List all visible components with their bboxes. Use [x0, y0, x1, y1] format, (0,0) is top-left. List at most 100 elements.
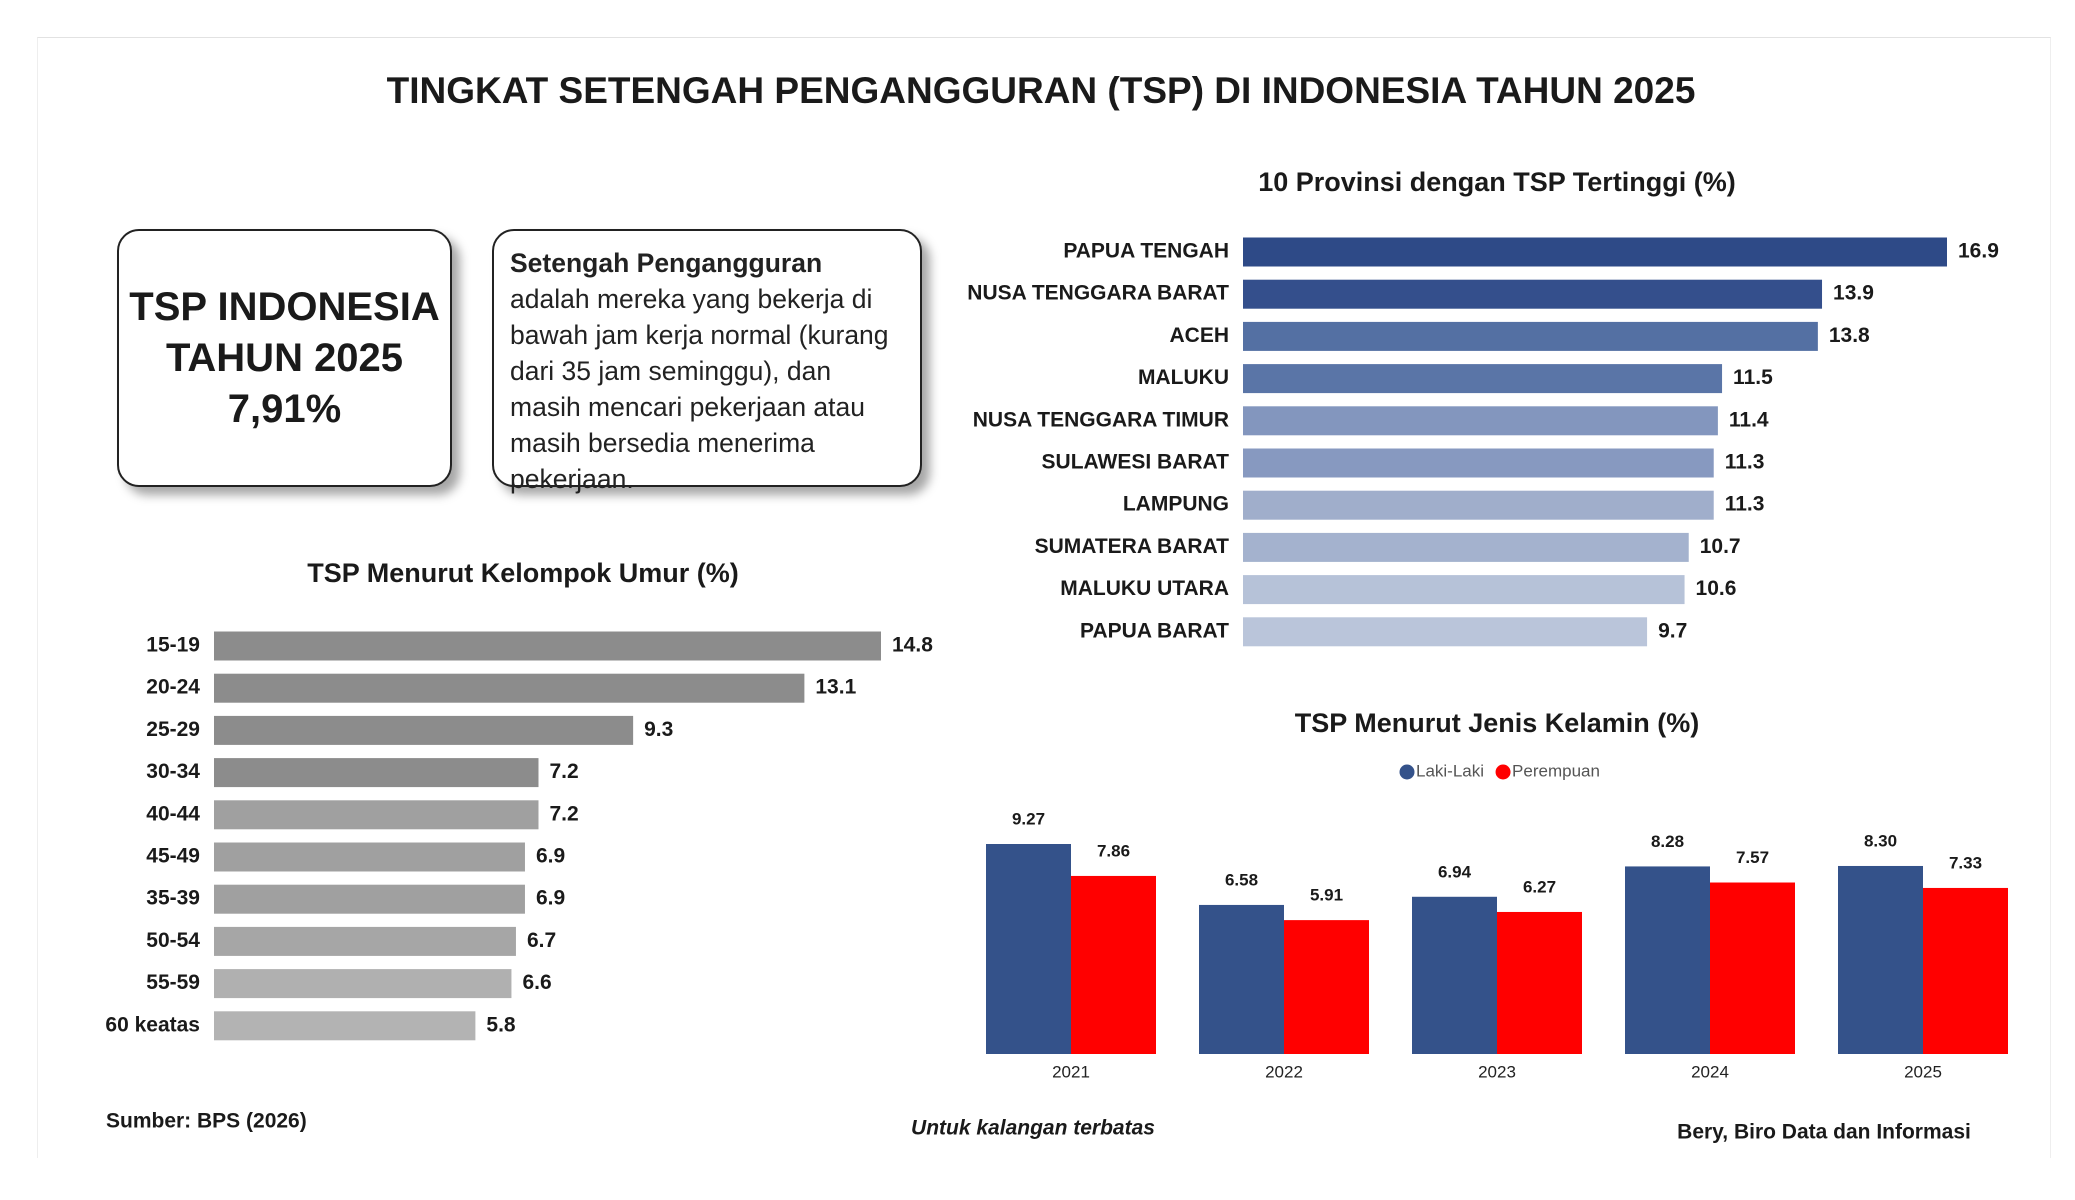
value-label: 6.9 — [536, 845, 565, 868]
summary-line: TAHUN 2025 — [165, 335, 404, 380]
value-label: 7.2 — [549, 760, 578, 783]
category-label: 40-44 — [146, 802, 200, 825]
value-label: 6.6 — [522, 971, 551, 994]
chart-title: TSP Menurut Jenis Kelamin (%) — [1295, 708, 1700, 738]
value-label: 7.2 — [549, 802, 578, 825]
x-tick-label: 2024 — [1691, 1062, 1729, 1081]
bar — [1243, 321, 1818, 351]
category-label: 20-24 — [146, 676, 200, 699]
bar — [214, 969, 512, 999]
author: Bery, Biro Data dan Informasi — [1677, 1121, 1971, 1144]
value-label: 6.58 — [1225, 870, 1258, 889]
bar — [1243, 406, 1718, 436]
category-label: MALUKU UTARA — [1060, 577, 1229, 600]
value-label: 8.30 — [1864, 831, 1897, 850]
value-label: 8.28 — [1651, 832, 1684, 851]
chart-title: 10 Provinsi dengan TSP Tertinggi (%) — [1258, 167, 1736, 197]
definition-text: adalah mereka yang bekerja di bawah jam … — [510, 284, 889, 494]
value-label: 11.3 — [1725, 451, 1765, 474]
value-label: 16.9 — [1958, 240, 1999, 263]
value-label: 6.9 — [536, 887, 565, 910]
bar — [1710, 882, 1795, 1054]
value-label: 13.8 — [1829, 324, 1870, 347]
bar — [1284, 920, 1369, 1054]
category-label: PAPUA BARAT — [1080, 619, 1229, 642]
value-label: 6.7 — [527, 929, 556, 952]
frame — [37, 37, 2051, 1158]
legend-marker — [1495, 764, 1511, 780]
bar — [1412, 896, 1497, 1054]
category-label: 45-49 — [146, 845, 200, 868]
bar — [1243, 448, 1714, 478]
definition-box: Setengah Pengangguran adalah mereka yang… — [492, 229, 922, 494]
bar — [1243, 617, 1648, 647]
category-label: 50-54 — [146, 929, 200, 952]
category-label: 30-34 — [146, 760, 200, 783]
value-label: 11.3 — [1725, 493, 1765, 516]
bar — [1625, 866, 1710, 1054]
category-label: 25-29 — [146, 718, 200, 741]
bar — [1838, 865, 1923, 1054]
value-label: 10.6 — [1696, 577, 1737, 600]
category-label: 55-59 — [146, 971, 200, 994]
value-label: 13.1 — [815, 676, 856, 699]
x-tick-label: 2023 — [1478, 1062, 1516, 1081]
page-title: TINGKAT SETENGAH PENGANGGURAN (TSP) DI I… — [387, 70, 1696, 111]
chart-title: TSP Menurut Kelompok Umur (%) — [307, 558, 739, 588]
category-label: MALUKU — [1138, 366, 1229, 389]
definition-term: Setengah Pengangguran — [510, 248, 823, 278]
value-label: 11.5 — [1733, 366, 1773, 389]
category-label: PAPUA TENGAH — [1063, 240, 1229, 263]
category-label: 35-39 — [146, 887, 200, 910]
summary-box: TSP INDONESIA TAHUN 2025 7,91% — [117, 229, 452, 487]
value-label: 11.4 — [1729, 408, 1769, 431]
x-tick-label: 2021 — [1052, 1062, 1090, 1081]
bar — [214, 715, 634, 745]
category-label: 15-19 — [146, 634, 200, 657]
bar — [1243, 490, 1714, 520]
bar — [1243, 279, 1823, 309]
summary-value: 7,91% — [227, 386, 342, 431]
x-tick-label: 2025 — [1904, 1062, 1942, 1081]
category-label: NUSA TENGGARA TIMUR — [973, 408, 1229, 431]
bar — [214, 884, 525, 914]
value-label: 14.8 — [892, 634, 933, 657]
bar — [986, 844, 1071, 1054]
bar — [214, 800, 539, 830]
bar — [214, 673, 805, 703]
value-label: 9.7 — [1658, 619, 1687, 642]
value-label: 5.91 — [1310, 886, 1343, 905]
value-label: 7.33 — [1949, 853, 1982, 872]
value-label: 6.27 — [1523, 877, 1556, 896]
category-label: ACEH — [1169, 324, 1229, 347]
category-label: LAMPUNG — [1123, 493, 1229, 516]
value-label: 7.86 — [1097, 841, 1130, 860]
bar — [1243, 237, 1947, 267]
value-label: 6.94 — [1438, 862, 1472, 881]
bar — [1497, 911, 1582, 1054]
value-label: 10.7 — [1700, 535, 1741, 558]
legend-label: Perempuan — [1512, 761, 1600, 780]
value-label: 9.27 — [1012, 809, 1045, 828]
bar — [214, 926, 516, 956]
source: Sumber: BPS (2026) — [106, 1110, 307, 1133]
bar — [1243, 364, 1723, 394]
bar — [1199, 904, 1284, 1054]
x-tick-label: 2022 — [1265, 1062, 1303, 1081]
bar — [1071, 875, 1156, 1054]
bar — [1243, 532, 1689, 562]
bar — [214, 842, 525, 872]
value-label: 9.3 — [644, 718, 673, 741]
category-label: SULAWESI BARAT — [1042, 451, 1230, 474]
value-label: 13.9 — [1833, 282, 1874, 305]
bar — [214, 631, 881, 661]
bar — [214, 758, 539, 788]
value-label: 7.57 — [1736, 848, 1769, 867]
bar — [1243, 575, 1685, 605]
bar — [214, 1011, 476, 1041]
legend-marker — [1399, 764, 1415, 780]
summary-line: TSP INDONESIA — [129, 284, 440, 329]
note: Untuk kalangan terbatas — [911, 1117, 1155, 1140]
category-label: NUSA TENGGARA BARAT — [967, 282, 1229, 305]
value-label: 5.8 — [486, 1013, 516, 1036]
